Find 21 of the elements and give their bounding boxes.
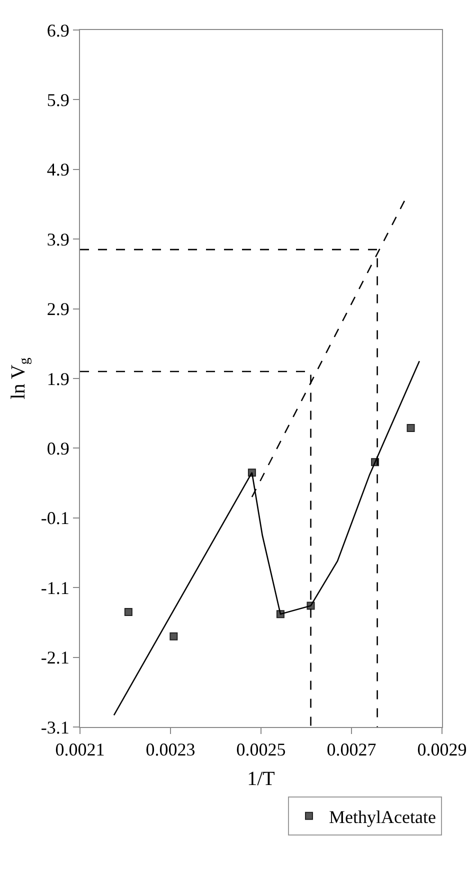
y-tick-label: 6.9 [46, 20, 70, 40]
legend-label: MethylAcetate [329, 806, 436, 827]
point [124, 608, 132, 616]
point [170, 632, 178, 640]
y-tick-label: -3.1 [40, 717, 70, 738]
x-axis-title: 1/T [247, 768, 275, 790]
y-tick-label: -1.1 [40, 578, 70, 598]
y-tick-label: 0.9 [46, 438, 70, 458]
x-tick-label: 0.0025 [236, 740, 286, 760]
x-tick-label: 0.0021 [55, 740, 105, 760]
y-tick-label: 4.9 [46, 160, 70, 180]
x-tick-label: 0.0029 [417, 740, 467, 760]
x-tick-label: 0.0027 [326, 740, 376, 760]
point [406, 424, 415, 432]
x-tick-label: 0.0023 [146, 740, 196, 760]
y-tick-label: -0.1 [40, 508, 70, 528]
y-tick-label: -2.1 [40, 648, 70, 668]
y-tick-label: 5.9 [46, 90, 70, 110]
y-tick-label: 1.9 [46, 368, 70, 389]
y-tick-label: 3.9 [46, 229, 70, 250]
y-tick-label: 2.9 [46, 299, 70, 320]
